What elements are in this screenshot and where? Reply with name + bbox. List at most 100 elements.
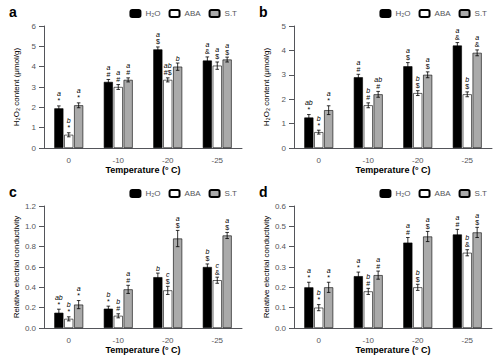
svg-text:a: a — [475, 212, 479, 219]
svg-text:&: & — [205, 48, 210, 55]
svg-text:*: * — [327, 274, 330, 281]
svg-text:0.6: 0.6 — [25, 263, 37, 272]
svg-text:0: 0 — [317, 336, 322, 345]
svg-text:-10: -10 — [362, 156, 374, 165]
svg-text:a: a — [126, 270, 130, 277]
svg-text:S.T: S.T — [475, 9, 488, 18]
svg-text:c: c — [166, 271, 170, 278]
svg-text:a: a — [327, 267, 331, 274]
svg-text:-10: -10 — [112, 336, 124, 345]
svg-text:a: a — [126, 62, 130, 69]
svg-text:-20: -20 — [162, 336, 174, 345]
svg-text:b: b — [176, 55, 180, 62]
svg-text:*: * — [327, 97, 330, 104]
svg-text:-25: -25 — [461, 336, 473, 345]
svg-text:*: * — [357, 264, 360, 271]
svg-text:&: & — [475, 41, 480, 48]
svg-text:#: # — [366, 94, 370, 101]
svg-text:c: c — [216, 262, 220, 269]
svg-text:0.2: 0.2 — [25, 303, 37, 312]
svg-text:*: * — [67, 308, 70, 315]
svg-text:a: a — [455, 27, 459, 34]
svg-text:0.4: 0.4 — [275, 242, 287, 251]
svg-text:#: # — [376, 83, 380, 90]
svg-text:ab: ab — [305, 99, 313, 106]
svg-text:a: a — [426, 216, 430, 223]
svg-text:$: $ — [416, 82, 420, 89]
svg-text:H₂O: H₂O — [145, 9, 160, 18]
svg-text:b: b — [366, 273, 370, 280]
svg-text:-20: -20 — [162, 156, 174, 165]
svg-text:$: $ — [426, 63, 430, 70]
svg-text:a: a — [356, 59, 360, 66]
svg-text:0.3: 0.3 — [275, 263, 287, 272]
svg-text:-20: -20 — [412, 336, 424, 345]
svg-text:b: b — [106, 291, 110, 298]
svg-text:1.0: 1.0 — [25, 222, 37, 231]
svg-text:b: b — [317, 289, 321, 296]
svg-text:Temperature (° C): Temperature (° C) — [356, 345, 431, 355]
svg-text:H₂O: H₂O — [145, 189, 160, 198]
svg-text:S.T: S.T — [225, 189, 238, 198]
svg-text:#: # — [455, 221, 459, 228]
svg-text:$: $ — [465, 83, 469, 90]
svg-text:b: b — [465, 76, 469, 83]
svg-text:*: * — [77, 94, 80, 101]
svg-text:a: a — [9, 4, 17, 20]
svg-text:a: a — [116, 69, 120, 76]
svg-text:0: 0 — [32, 144, 37, 153]
svg-text:0.0: 0.0 — [25, 324, 37, 333]
svg-text:a: a — [225, 217, 229, 224]
svg-text:0.5: 0.5 — [275, 222, 287, 231]
svg-text:S.T: S.T — [475, 189, 488, 198]
svg-text:ab: ab — [374, 76, 382, 83]
svg-text:*: * — [307, 106, 310, 113]
svg-text:$: $ — [475, 219, 479, 226]
svg-text:Relative electrial conductivit: Relative electrial conductivity — [262, 216, 271, 319]
svg-text:a: a — [156, 31, 160, 38]
svg-text:a: a — [376, 256, 380, 263]
svg-text:*: * — [317, 122, 320, 129]
svg-text:#: # — [126, 69, 130, 76]
svg-text:$: $ — [166, 278, 170, 285]
svg-text:b: b — [416, 75, 420, 82]
svg-text:$: $ — [215, 53, 219, 60]
svg-text:6: 6 — [32, 22, 37, 31]
svg-text:H₂O: H₂O — [395, 9, 410, 18]
svg-text:&: & — [215, 269, 220, 276]
svg-text:a: a — [307, 267, 311, 274]
svg-text:4: 4 — [282, 46, 287, 55]
svg-text:*: * — [57, 301, 60, 308]
svg-text:a: a — [57, 90, 61, 97]
svg-text:#: # — [366, 280, 370, 287]
svg-text:0.6: 0.6 — [275, 202, 287, 211]
svg-text:$: $ — [156, 38, 160, 45]
svg-text:b: b — [205, 248, 209, 255]
svg-text:2: 2 — [282, 95, 287, 104]
svg-text:$: $ — [416, 276, 420, 283]
svg-text:0.0: 0.0 — [275, 324, 287, 333]
svg-text:Temperature (° C): Temperature (° C) — [356, 165, 431, 175]
svg-text:#: # — [126, 277, 130, 284]
svg-text:&: & — [455, 34, 460, 41]
svg-text:0: 0 — [317, 156, 322, 165]
svg-text:5: 5 — [282, 22, 287, 31]
svg-text:0.4: 0.4 — [25, 283, 37, 292]
svg-text:0: 0 — [67, 336, 72, 345]
svg-text:b: b — [317, 115, 321, 122]
svg-text:*: * — [57, 97, 60, 104]
svg-text:b: b — [416, 269, 420, 276]
svg-text:2: 2 — [32, 103, 37, 112]
svg-text:H₂O: H₂O — [395, 189, 410, 198]
svg-text:b: b — [366, 87, 370, 94]
svg-text:*: * — [107, 298, 110, 305]
svg-text:ABA: ABA — [435, 189, 452, 198]
svg-text:$: $ — [406, 54, 410, 61]
svg-text:a: a — [406, 47, 410, 54]
svg-text:#: # — [116, 305, 120, 312]
svg-text:a: a — [406, 222, 410, 229]
svg-text:Temperature (° C): Temperature (° C) — [106, 165, 181, 175]
svg-text:b: b — [465, 234, 469, 241]
svg-text:a: a — [77, 87, 81, 94]
svg-text:-25: -25 — [461, 156, 473, 165]
